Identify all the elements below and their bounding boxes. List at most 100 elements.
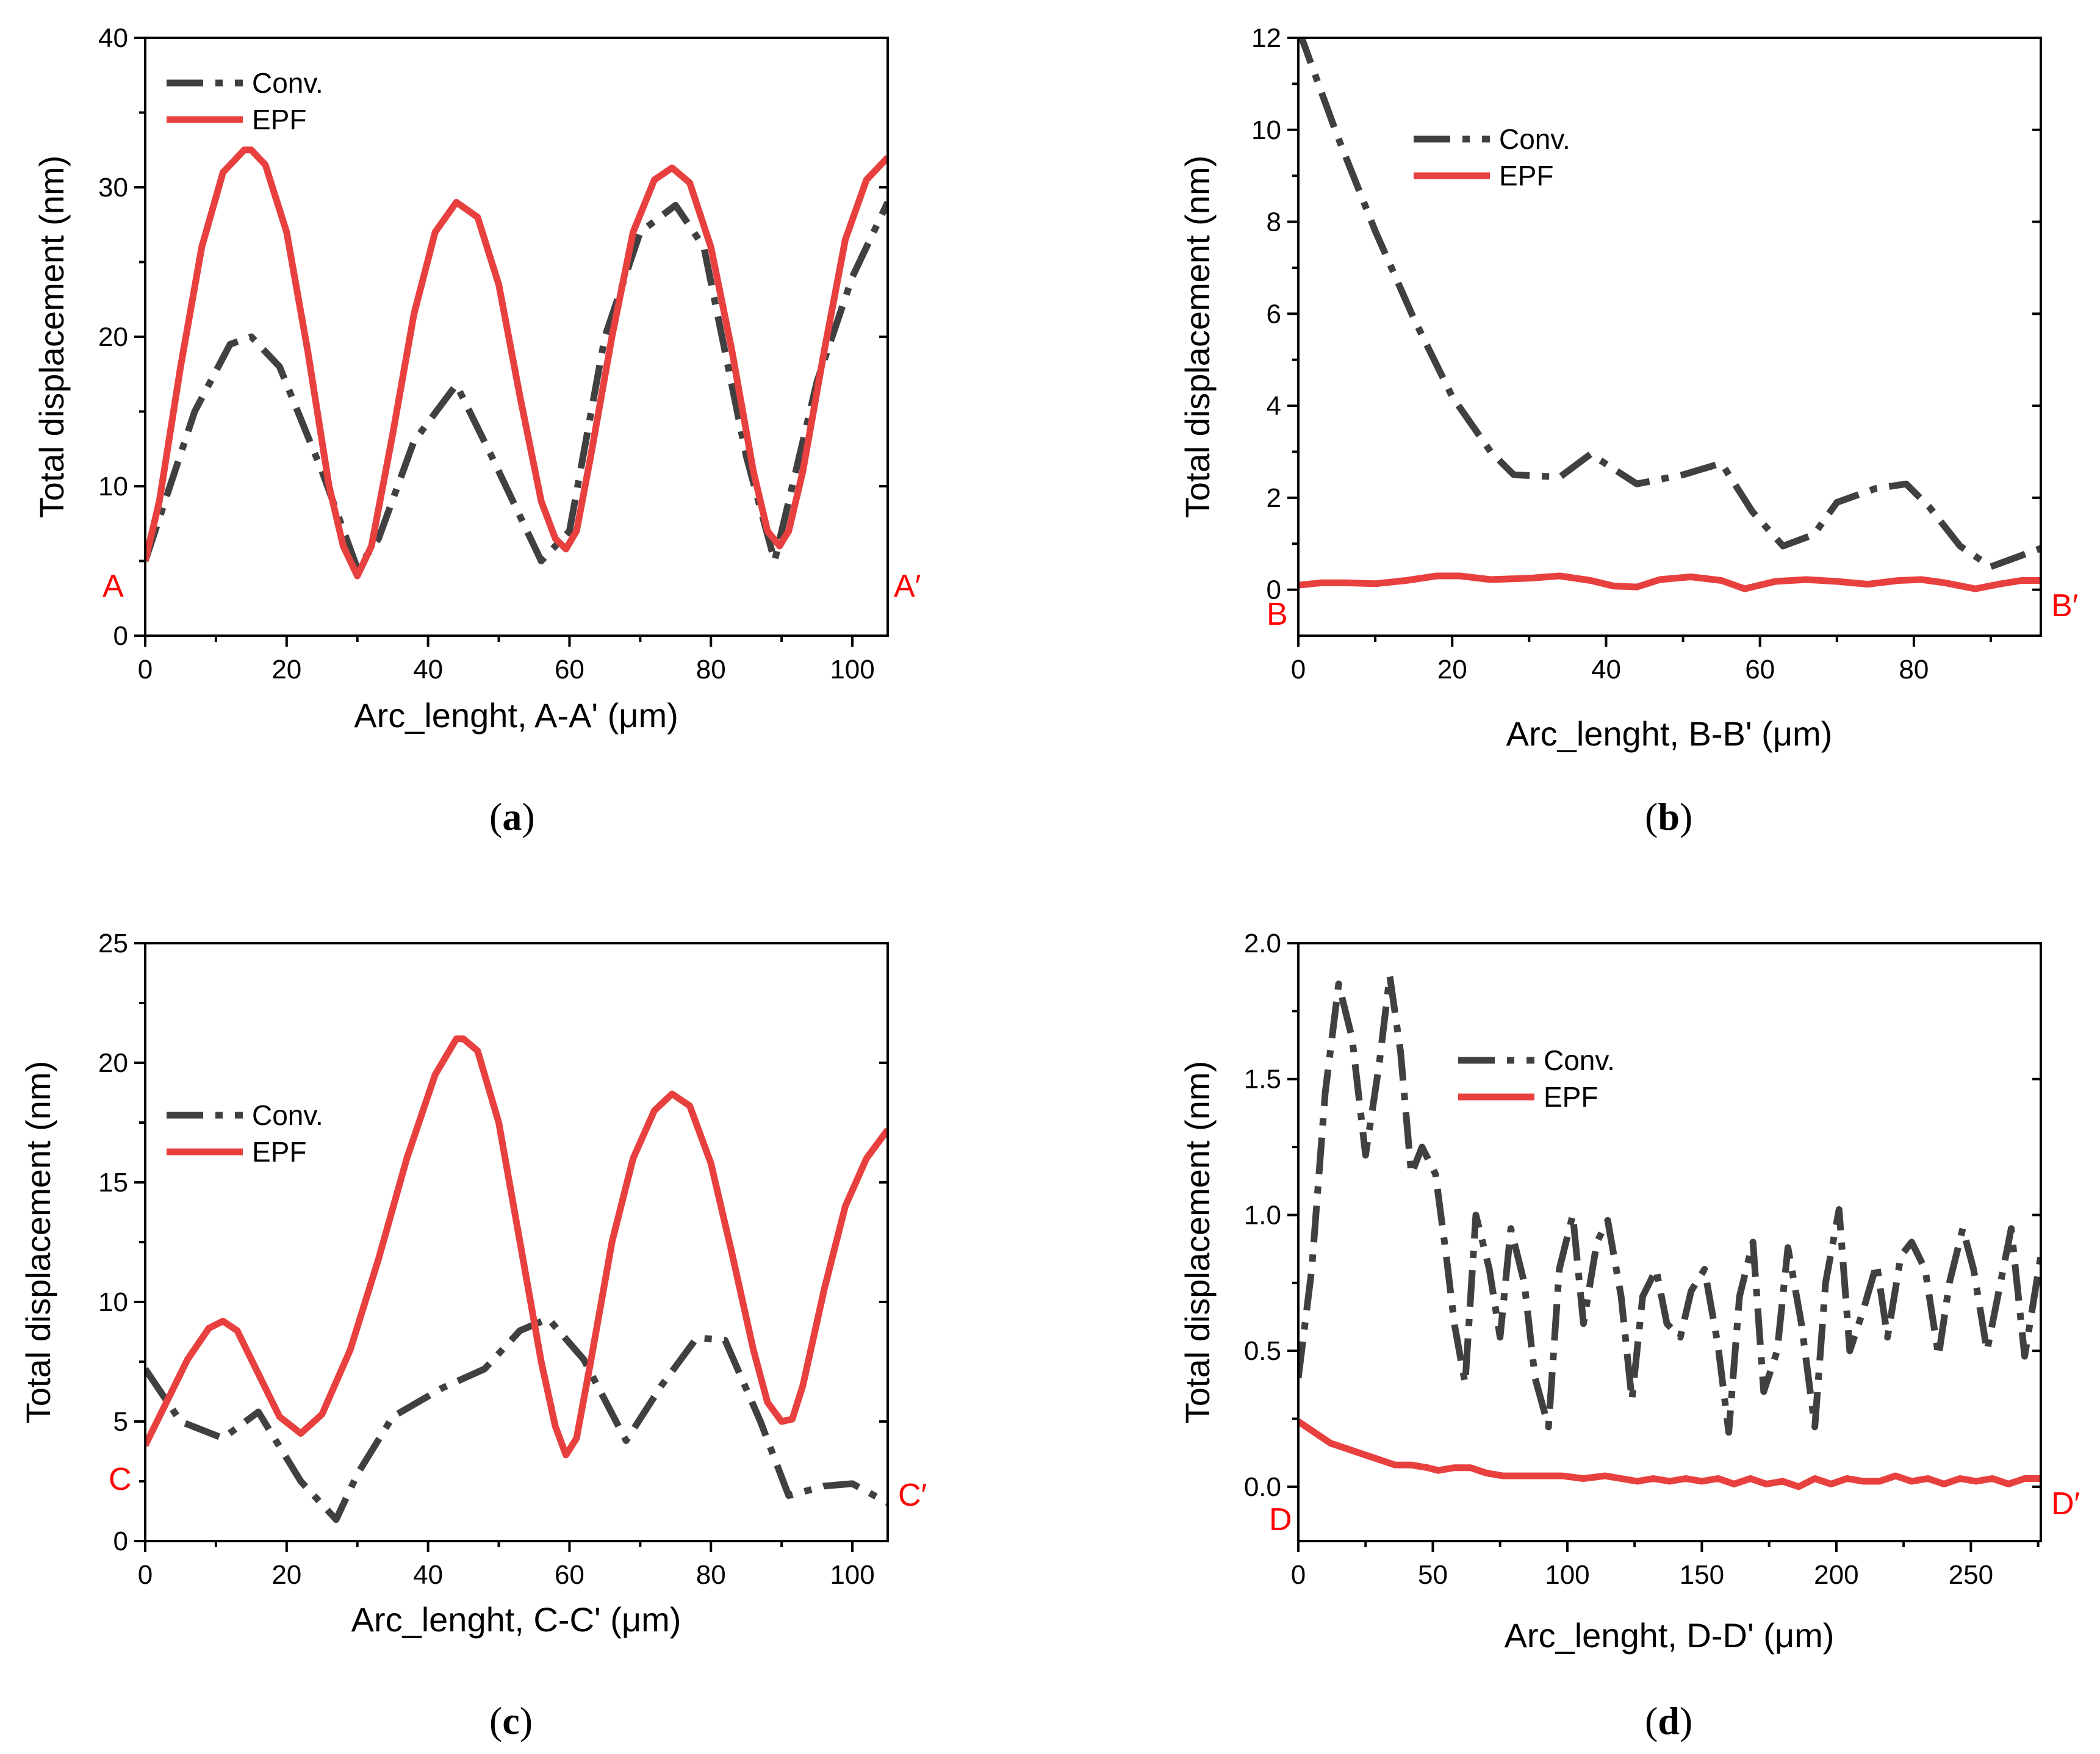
- legend-epf-label: EPF: [252, 1136, 306, 1168]
- y-tick-label: 0.5: [1244, 1336, 1281, 1366]
- x-tick-label: 0: [138, 655, 153, 685]
- legend-conv-label: Conv.: [252, 67, 323, 99]
- caption-d: (d): [1645, 1699, 1692, 1742]
- x-tick-label: 100: [830, 655, 874, 685]
- x-tick-label: 100: [830, 1560, 874, 1590]
- x-tick-label: 200: [1814, 1560, 1858, 1590]
- y-axis-title-c: Total displacement (nm): [19, 1061, 57, 1423]
- y-axis-title-b: Total displacement (nm): [1178, 156, 1217, 518]
- end-marker-b: B′: [2051, 588, 2078, 624]
- caption-b: (b): [1645, 795, 1692, 838]
- legend-epf-label: EPF: [1499, 160, 1553, 192]
- x-tick-label: 0: [1291, 1560, 1306, 1590]
- ticks-d: 0 50 100 150 200 250 0.0 0.5 1.0 1.5 2.0: [1244, 929, 2041, 1590]
- y-tick-label: 0.0: [1244, 1472, 1281, 1502]
- ticks-c: 0 20 40 60 80 100 0 5 10 15 20 25: [98, 929, 888, 1590]
- ticks-a: 0 20 40 60 80 100 0 10 20 30 40: [98, 23, 888, 685]
- x-tick-label: 40: [413, 655, 443, 685]
- y-tick-label: 40: [98, 23, 128, 53]
- x-tick-label: 40: [1591, 655, 1621, 685]
- ticks-b: 0 20 40 60 80 0 2 4 6 8 10 12: [1251, 23, 2041, 685]
- y-tick-label: 10: [1251, 115, 1281, 145]
- y-tick-label: 1.0: [1244, 1200, 1281, 1230]
- x-tick-label: 80: [696, 655, 726, 685]
- panel-a: 0 20 40 60 80 100 0 10 20 30 40 Conv. EPF A A′ Arc…: [32, 23, 921, 838]
- y-tick-label: 5: [113, 1407, 128, 1437]
- y-tick-label: 12: [1251, 23, 1281, 53]
- y-tick-label: 10: [98, 472, 128, 501]
- y-tick-label: 10: [98, 1287, 128, 1317]
- x-tick-label: 60: [555, 655, 584, 685]
- x-tick-label: 20: [271, 655, 301, 685]
- x-tick-label: 20: [1437, 655, 1467, 685]
- legend-a: Conv. EPF: [167, 67, 323, 135]
- legend-c: Conv. EPF: [167, 1099, 323, 1168]
- y-tick-label: 20: [98, 322, 128, 352]
- x-axis-title-d: Arc_lenght, D-D' (μm): [1505, 1616, 1835, 1655]
- plot-frame-d: [1297, 942, 2042, 1542]
- legend-epf-label: EPF: [1544, 1081, 1598, 1113]
- y-tick-label: 0: [113, 1526, 128, 1556]
- end-marker-a: A′: [894, 569, 921, 604]
- conv-series-line-d: [1298, 972, 2041, 1436]
- caption-c: (c): [489, 1699, 533, 1742]
- y-tick-label: 2: [1267, 483, 1281, 513]
- y-tick-label: 6: [1267, 299, 1281, 329]
- x-tick-label: 40: [413, 1560, 443, 1590]
- legend-conv-label: Conv.: [1499, 123, 1570, 155]
- y-tick-label: 0: [113, 621, 128, 651]
- series-layer-a: [145, 146, 888, 580]
- conv-series-line-a: [145, 201, 888, 572]
- x-axis-title-a: Arc_lenght, A-A' (μm): [354, 696, 678, 735]
- x-tick-label: 20: [271, 1560, 301, 1590]
- legend-b: Conv. EPF: [1414, 123, 1570, 192]
- epf-series-line-b: [1298, 572, 2041, 592]
- series-layer-d: [1298, 972, 2041, 1490]
- x-tick-label: 50: [1418, 1560, 1448, 1590]
- conv-series-line-b: [1298, 38, 2041, 570]
- x-tick-label: 60: [555, 1560, 584, 1590]
- y-axis-title-d: Total displacement (nm): [1178, 1061, 1217, 1423]
- y-tick-label: 30: [98, 173, 128, 203]
- end-marker-d: D′: [2051, 1486, 2080, 1522]
- y-tick-label: 15: [98, 1168, 128, 1198]
- x-axis-title-c: Arc_lenght, C-C' (μm): [351, 1600, 681, 1639]
- start-marker-b: B: [1267, 597, 1288, 632]
- panel-d: 0 50 100 150 200 250 0.0 0.5 1.0 1.5 2.0 Conv. EPF…: [1178, 929, 2080, 1742]
- x-tick-label: 60: [1745, 655, 1775, 685]
- epf-series-line-d: [1298, 1418, 2041, 1490]
- y-tick-label: 25: [98, 929, 128, 958]
- x-tick-label: 80: [1899, 655, 1929, 685]
- start-marker-d: D: [1269, 1502, 1292, 1537]
- series-layer-c: [145, 1035, 888, 1523]
- x-tick-label: 250: [1949, 1560, 1993, 1590]
- plot-frame-b: [1297, 37, 2042, 637]
- legend-conv-label: Conv.: [252, 1099, 323, 1131]
- series-layer-b: [1298, 38, 2041, 592]
- x-tick-label: 0: [138, 1560, 153, 1590]
- y-tick-label: 1.5: [1244, 1065, 1281, 1094]
- x-axis-title-b: Arc_lenght, B-B' (μm): [1506, 714, 1833, 753]
- y-tick-label: 2.0: [1244, 929, 1281, 958]
- x-tick-label: 0: [1291, 655, 1306, 685]
- y-tick-label: 8: [1267, 207, 1281, 237]
- x-tick-label: 80: [696, 1560, 726, 1590]
- x-tick-label: 150: [1680, 1560, 1724, 1590]
- end-marker-c: C′: [898, 1478, 927, 1513]
- panel-b: 0 20 40 60 80 0 2 4 6 8 10 12 Conv. EPF B B′ Arc_le…: [1178, 23, 2078, 838]
- panel-c: 0 20 40 60 80 100 0 5 10 15 20 25 Conv. EPF C C′ Ar…: [19, 929, 927, 1742]
- epf-series-line-c: [145, 1035, 888, 1459]
- legend-d: Conv. EPF: [1458, 1044, 1615, 1113]
- legend-conv-label: Conv.: [1544, 1044, 1615, 1076]
- y-tick-label: 4: [1267, 391, 1281, 421]
- legend-epf-label: EPF: [252, 104, 306, 135]
- y-tick-label: 20: [98, 1048, 128, 1078]
- y-axis-title-a: Total displacement (nm): [32, 156, 71, 518]
- epf-series-line-a: [145, 146, 888, 580]
- x-tick-label: 100: [1545, 1560, 1589, 1590]
- start-marker-a: A: [102, 569, 124, 604]
- caption-a: (a): [489, 795, 535, 838]
- plot-frame-c: [144, 942, 889, 1542]
- y-tick-label: 0: [1267, 575, 1281, 605]
